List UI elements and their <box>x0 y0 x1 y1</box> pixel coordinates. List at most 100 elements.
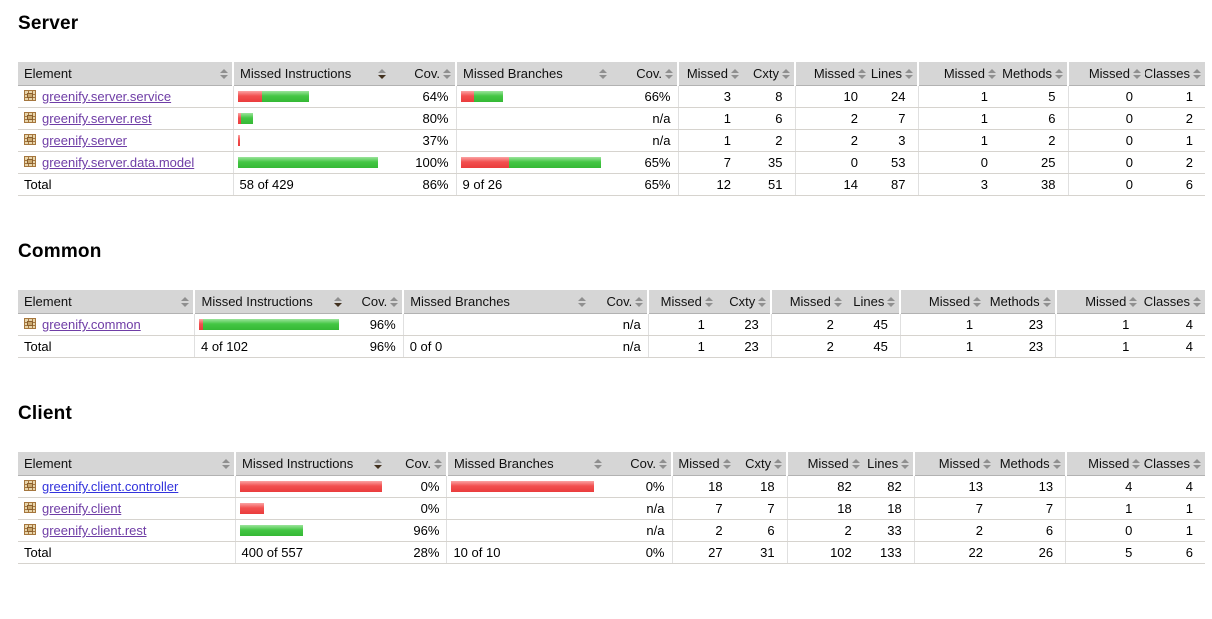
header-cell-content: Element <box>24 66 228 81</box>
col-header-cov-2[interactable]: Cov. <box>345 290 404 314</box>
sort-down-arrow <box>758 302 767 307</box>
col-header-cxty-6[interactable]: Cxty <box>716 290 772 314</box>
total-counter-cell: 0 <box>1067 173 1145 196</box>
counter-cell: 53 <box>870 151 918 174</box>
package-link[interactable]: greenify.server.rest <box>42 111 152 126</box>
col-header-classes-12[interactable]: Classes <box>1141 290 1205 314</box>
package-link[interactable]: greenify.server.data.model <box>42 155 195 170</box>
header-cell-content: Methods <box>989 294 1051 309</box>
column-label: Methods <box>989 294 1040 309</box>
col-header-missed-5[interactable]: Missed <box>677 62 743 86</box>
col-header-classes-12[interactable]: Classes <box>1144 452 1205 476</box>
header-cell-content: Missed <box>655 294 713 309</box>
col-header-missed-instructions-1[interactable]: Missed Instructions <box>233 452 387 476</box>
col-header-missed-9[interactable]: Missed <box>917 62 1000 86</box>
col-header-cov-2[interactable]: Cov. <box>390 62 456 86</box>
column-label: Element <box>24 294 72 309</box>
counter-cell: 7 <box>671 497 735 520</box>
header-cell-content: Cov. <box>612 456 667 471</box>
col-header-element-0[interactable]: Element <box>18 452 235 476</box>
col-header-missed-branches-3[interactable]: Missed Branches <box>402 290 590 314</box>
coverage-table-common: Element Missed Instructions Cov. Missed Bra… <box>18 290 1205 358</box>
counter-cell: 1 <box>1145 129 1205 152</box>
col-header-missed-instructions-1[interactable]: Missed Instructions <box>232 62 390 86</box>
col-header-lines-8[interactable]: Lines <box>870 62 918 86</box>
package-link[interactable]: greenify.client.rest <box>42 523 147 538</box>
col-header-cxty-6[interactable]: Cxty <box>734 452 788 476</box>
col-header-missed-5[interactable]: Missed <box>671 452 735 476</box>
sort-down-arrow <box>599 74 607 79</box>
package-link[interactable]: greenify.client.controller <box>42 479 179 494</box>
col-header-missed-7[interactable]: Missed <box>794 62 870 86</box>
package-link[interactable]: greenify.client <box>42 501 122 516</box>
col-header-cov-2[interactable]: Cov. <box>386 452 447 476</box>
col-header-missed-11[interactable]: Missed <box>1054 290 1142 314</box>
col-header-methods-10[interactable]: Methods <box>985 290 1056 314</box>
total-instruction-coverage-cell: 96% <box>345 335 404 358</box>
col-header-methods-10[interactable]: Methods <box>994 452 1066 476</box>
col-header-missed-branches-3[interactable]: Missed Branches <box>455 62 611 86</box>
col-header-methods-10[interactable]: Methods <box>1000 62 1068 86</box>
sort-icon <box>833 296 842 307</box>
total-counter-cell: 26 <box>994 541 1066 564</box>
col-header-missed-9[interactable]: Missed <box>913 452 995 476</box>
total-branch-coverage-cell: 65% <box>611 173 678 196</box>
counter-cell: 2 <box>1000 129 1068 152</box>
col-header-cov-4[interactable]: Cov. <box>611 62 678 86</box>
package-icon <box>24 501 37 517</box>
counter-cell: 1 <box>1065 497 1145 520</box>
col-header-cov-4[interactable]: Cov. <box>606 452 672 476</box>
package-row: greenify.common 96% n/a 1 23 2 45 1 23 1 4 <box>18 313 1205 336</box>
counter-cell: 1 <box>677 107 743 130</box>
coverage-bar <box>460 157 608 168</box>
col-header-missed-instructions-1[interactable]: Missed Instructions <box>193 290 346 314</box>
sort-down-arrow <box>1193 74 1201 79</box>
header-cell-content: Missed Branches <box>454 456 603 471</box>
sort-icon <box>722 458 731 469</box>
instruction-coverage-cell: 0% <box>386 475 447 498</box>
header-cell-content: Lines <box>867 456 910 471</box>
sort-up-arrow <box>577 296 586 301</box>
col-header-missed-5[interactable]: Missed <box>647 290 717 314</box>
sort-down-arrow <box>858 74 866 79</box>
col-header-lines-8[interactable]: Lines <box>863 452 915 476</box>
package-icon <box>24 479 37 495</box>
col-header-cov-4[interactable]: Cov. <box>589 290 649 314</box>
total-label-cell: Total <box>18 173 233 196</box>
col-header-missed-11[interactable]: Missed <box>1064 452 1145 476</box>
sort-up-arrow <box>782 68 790 73</box>
sort-down-arrow <box>731 74 739 79</box>
package-row: greenify.server 37% n/a 1 2 2 3 1 2 0 1 <box>18 129 1205 152</box>
sort-down-arrow <box>973 302 982 307</box>
package-link[interactable]: greenify.server <box>42 133 128 148</box>
sort-down-arrow <box>665 74 673 79</box>
total-counter-cell: 2 <box>770 335 846 358</box>
col-header-missed-branches-3[interactable]: Missed Branches <box>445 452 607 476</box>
counter-cell: 0 <box>1067 151 1145 174</box>
col-header-missed-7[interactable]: Missed <box>770 290 846 314</box>
sort-down-arrow <box>635 302 644 307</box>
col-header-missed-9[interactable]: Missed <box>899 290 986 314</box>
package-icon <box>24 133 37 149</box>
col-header-missed-11[interactable]: Missed <box>1067 62 1145 86</box>
header-cell-content: Element <box>24 294 190 309</box>
total-branch-coverage-cell: n/a <box>589 335 649 358</box>
coverage-bar <box>237 157 387 168</box>
col-header-element-0[interactable]: Element <box>18 62 233 86</box>
sort-down-arrow <box>1042 302 1051 307</box>
col-header-lines-8[interactable]: Lines <box>845 290 901 314</box>
package-link[interactable]: greenify.server.service <box>42 89 172 104</box>
col-header-element-0[interactable]: Element <box>18 290 195 314</box>
header-cell-content: Cov. <box>596 294 644 309</box>
col-header-classes-12[interactable]: Classes <box>1145 62 1205 86</box>
header-cell-content: Missed Instructions <box>240 66 386 81</box>
counter-cell: 8 <box>743 85 795 108</box>
col-header-cxty-6[interactable]: Cxty <box>743 62 795 86</box>
col-header-missed-7[interactable]: Missed <box>786 452 864 476</box>
sort-down-arrow <box>1132 464 1141 469</box>
package-link[interactable]: greenify.common <box>42 317 141 332</box>
sort-down-arrow <box>181 302 190 307</box>
branch-coverage-cell: 65% <box>611 151 678 174</box>
missed-branches-cell <box>455 107 611 130</box>
